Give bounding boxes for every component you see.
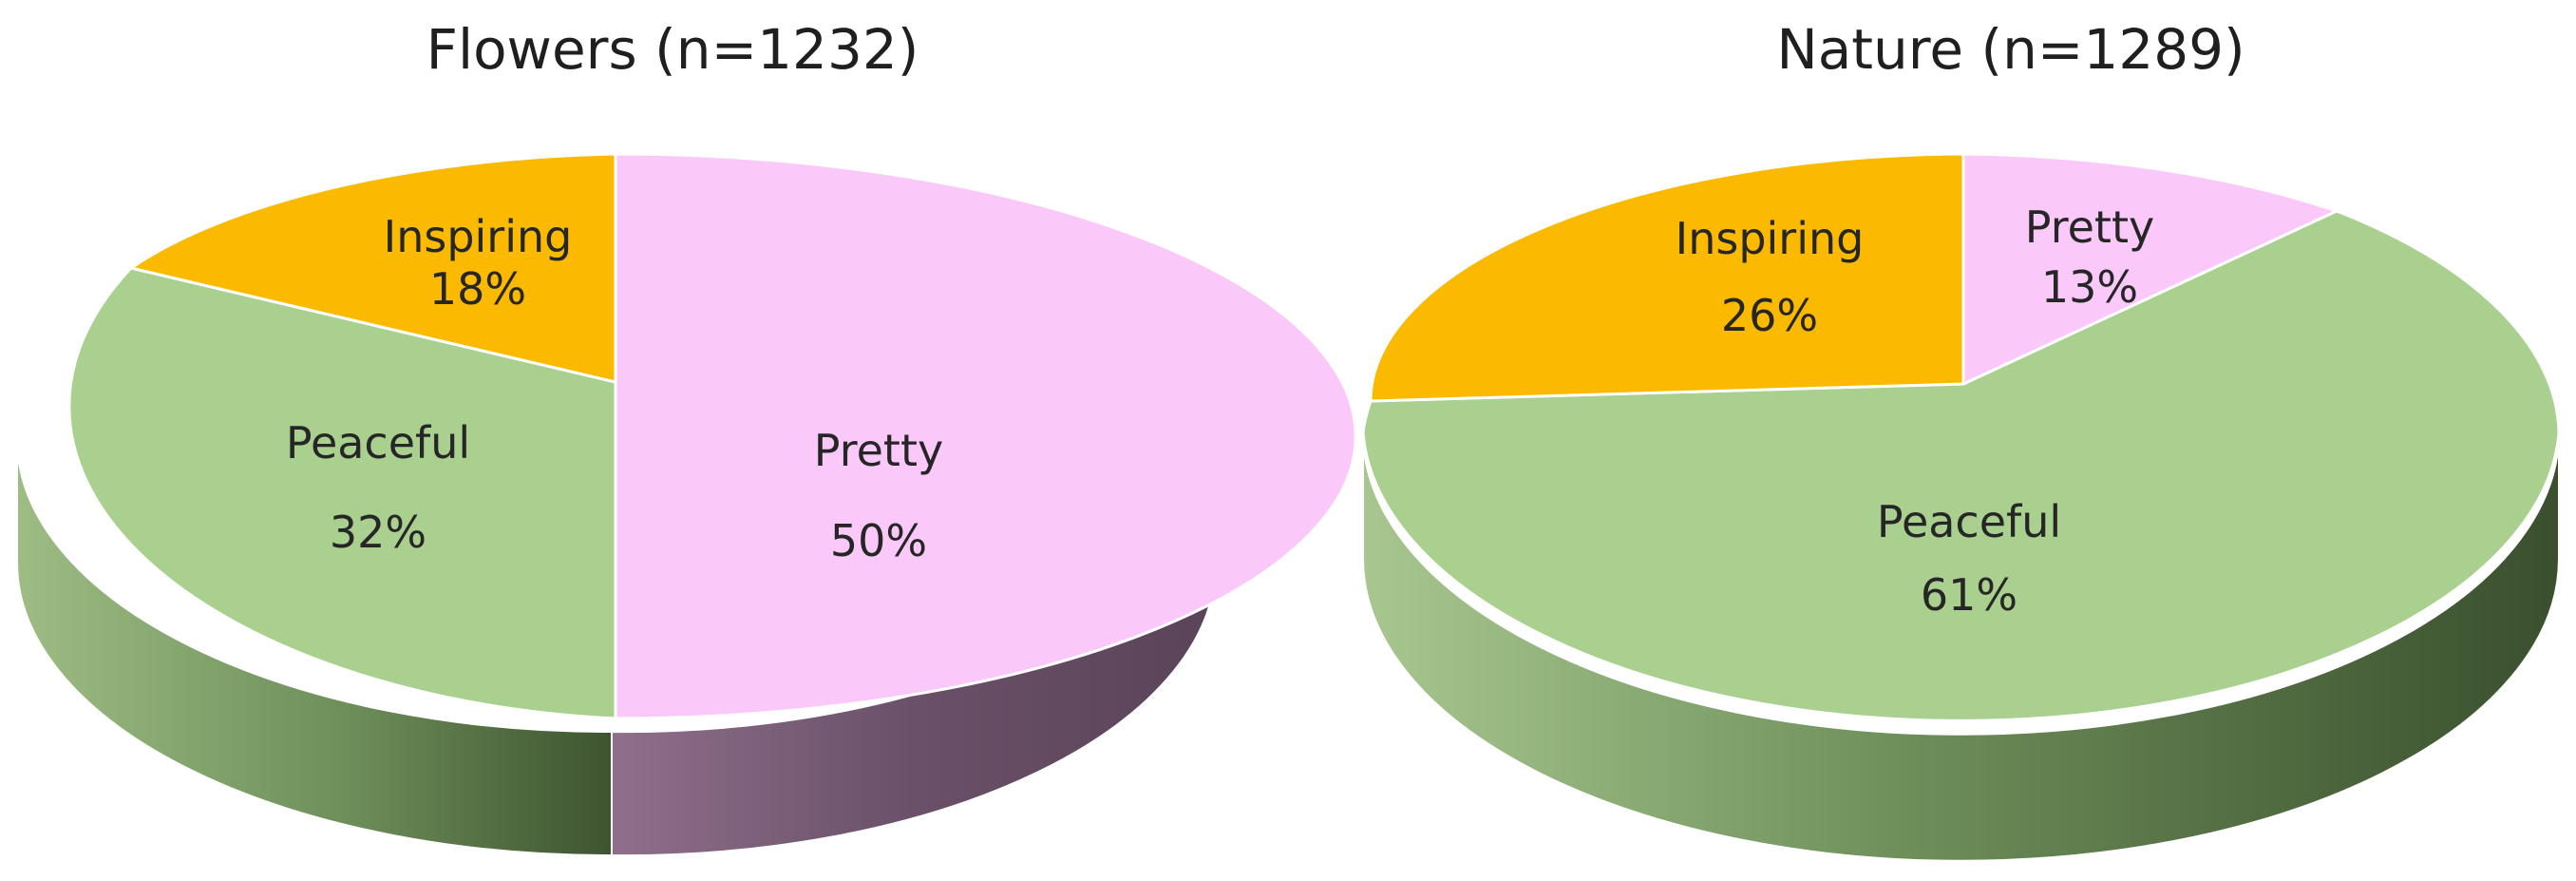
slice-label-peaceful: Peaceful [286,417,470,469]
slice-label-inspiring: Inspiring [384,211,573,262]
slice-label-inspiring: Inspiring [1676,213,1865,264]
pie-slice-inspiring [1369,152,1965,403]
slice-percent-peaceful: 32% [330,507,426,558]
pie-chart-nature: Nature (n=1289) Inspiring 26% Pretty 13%… [1361,17,2561,862]
pie-slice-peaceful [1361,209,2561,722]
pie-slice-pretty [614,152,1358,720]
chart-title: Flowers (n=1232) [426,17,919,82]
pie-slice-pretty [1961,152,2339,386]
slice-label-pretty: Pretty [2025,201,2154,253]
slice-label-pretty: Pretty [814,425,943,476]
pie-chart-flowers: Flowers (n=1232) Pretty 50% Peaceful 32%… [16,17,1358,857]
pie-slice-peaceful [67,266,617,720]
slice-label-peaceful: Peaceful [1877,496,2061,547]
slice-percent-inspiring: 26% [1721,290,1818,341]
pie-side-peaceful [1362,431,2560,862]
slice-percent-pretty: 50% [830,515,927,566]
slice-percent-inspiring: 18% [429,263,526,315]
pie-slice-inspiring [129,152,617,384]
slice-percent-peaceful: 61% [1921,569,2017,621]
slice-percent-pretty: 13% [2041,261,2138,313]
chart-title: Nature (n=1289) [1776,17,2245,82]
